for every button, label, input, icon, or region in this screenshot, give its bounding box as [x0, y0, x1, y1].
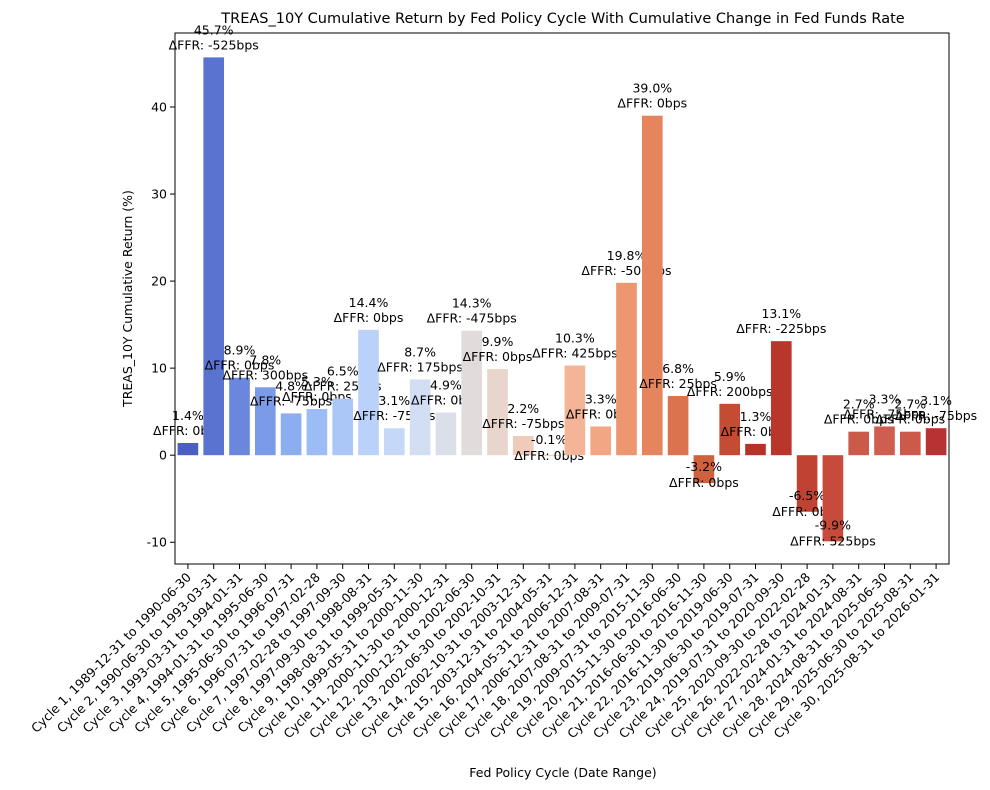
data-label: 4.8% — [275, 378, 307, 393]
bar — [641, 115, 663, 456]
y-tick-label: 0 — [159, 448, 167, 463]
ffr-label: ΔFFR: -525bps — [169, 37, 259, 52]
ffr-label: ΔFFR: 0bps — [875, 412, 945, 427]
bar — [770, 341, 792, 456]
bar — [848, 431, 870, 456]
bar — [564, 365, 586, 456]
data-label: 1.4% — [172, 408, 204, 423]
data-label: 2.7% — [894, 397, 926, 412]
data-label: 19.8% — [607, 248, 647, 263]
ffr-label: ΔFFR: 0bps — [205, 358, 275, 373]
y-tick-label: 10 — [151, 361, 167, 376]
data-label: 1.3% — [740, 409, 772, 424]
bar — [435, 412, 457, 456]
bar — [822, 455, 844, 542]
data-label: 5.9% — [714, 369, 746, 384]
data-label: 45.7% — [194, 22, 234, 37]
ffr-label: ΔFFR: 25bps — [639, 376, 717, 391]
bar — [512, 436, 534, 456]
data-label: 8.7% — [404, 344, 436, 359]
y-tick-label: -10 — [147, 535, 167, 550]
ffr-label: ΔFFR: 0bps — [824, 412, 894, 427]
bar — [616, 282, 637, 456]
bar — [383, 428, 405, 456]
data-label: 5.3% — [301, 374, 333, 389]
bar — [203, 57, 225, 456]
ffr-label: ΔFFR: -75bps — [895, 408, 977, 423]
data-label: 6.5% — [327, 364, 359, 379]
ffr-label: ΔFFR: 175bps — [377, 359, 463, 374]
data-label: 9.9% — [482, 334, 514, 349]
bar — [254, 387, 276, 456]
data-label: -6.5% — [789, 488, 825, 503]
ffr-label: ΔFFR: 0bps — [617, 96, 687, 111]
plot-frame — [174, 32, 950, 565]
ffr-label: ΔFFR: -475bps — [427, 311, 517, 326]
data-label: 39.0% — [632, 81, 672, 96]
bar — [538, 455, 560, 457]
bar — [693, 455, 715, 484]
data-label: 14.3% — [452, 296, 492, 311]
bar — [332, 398, 354, 456]
ffr-label: ΔFFR: -75bps — [250, 393, 332, 408]
bar — [796, 455, 818, 512]
ffr-label: ΔFFR: 0bps — [669, 475, 739, 490]
data-label: 10.3% — [555, 331, 595, 346]
bar — [177, 443, 199, 456]
bar — [358, 329, 379, 456]
y-tick-label: 40 — [151, 99, 167, 114]
bar — [280, 413, 302, 456]
bar — [590, 426, 612, 456]
ffr-label: ΔFFR: 200bps — [687, 384, 773, 399]
ffr-label: ΔFFR: 0bps — [463, 349, 533, 364]
bar — [899, 431, 921, 456]
bar — [874, 426, 895, 456]
ffr-label: ΔFFR: -225bps — [736, 321, 826, 336]
bar — [487, 369, 508, 456]
data-label: -0.1% — [531, 432, 567, 447]
data-label: 6.8% — [662, 361, 694, 376]
data-label: -3.2% — [686, 459, 722, 474]
bar — [667, 395, 689, 456]
bar — [925, 428, 947, 456]
ffr-label: ΔFFR: 525bps — [790, 533, 876, 548]
bar — [461, 330, 483, 456]
bar — [306, 409, 328, 456]
bar — [409, 379, 431, 456]
y-tick-label: 30 — [151, 187, 167, 202]
bar — [745, 443, 766, 456]
ffr-label: ΔFFR: 0bps — [334, 310, 404, 325]
data-label: 13.1% — [761, 306, 801, 321]
data-label: 2.7% — [843, 397, 875, 412]
y-axis-label: TREAS_10Y Cumulative Return (%) — [120, 190, 135, 408]
data-label: 4.9% — [430, 378, 462, 393]
data-label: 7.8% — [249, 352, 281, 367]
data-label: -9.9% — [815, 517, 851, 532]
chart-title: TREAS_10Y Cumulative Return by Fed Polic… — [220, 11, 904, 27]
ffr-label: ΔFFR: -75bps — [482, 416, 564, 431]
data-label: 3.1% — [378, 393, 410, 408]
y-tick-label: 20 — [151, 274, 167, 289]
data-label: 8.9% — [224, 343, 256, 358]
bar — [229, 377, 250, 456]
ffr-label: ΔFFR: -75bps — [843, 406, 925, 421]
x-axis-label: Fed Policy Cycle (Date Range) — [469, 765, 656, 780]
data-label: 3.3% — [585, 391, 617, 406]
data-label: 14.4% — [349, 295, 389, 310]
data-label: 2.2% — [507, 401, 539, 416]
ffr-label: ΔFFR: 425bps — [532, 346, 618, 361]
data-label: 3.1% — [920, 393, 952, 408]
ffr-label: ΔFFR: 300bps — [222, 367, 308, 382]
bar — [719, 403, 741, 456]
data-label: 3.3% — [869, 391, 901, 406]
